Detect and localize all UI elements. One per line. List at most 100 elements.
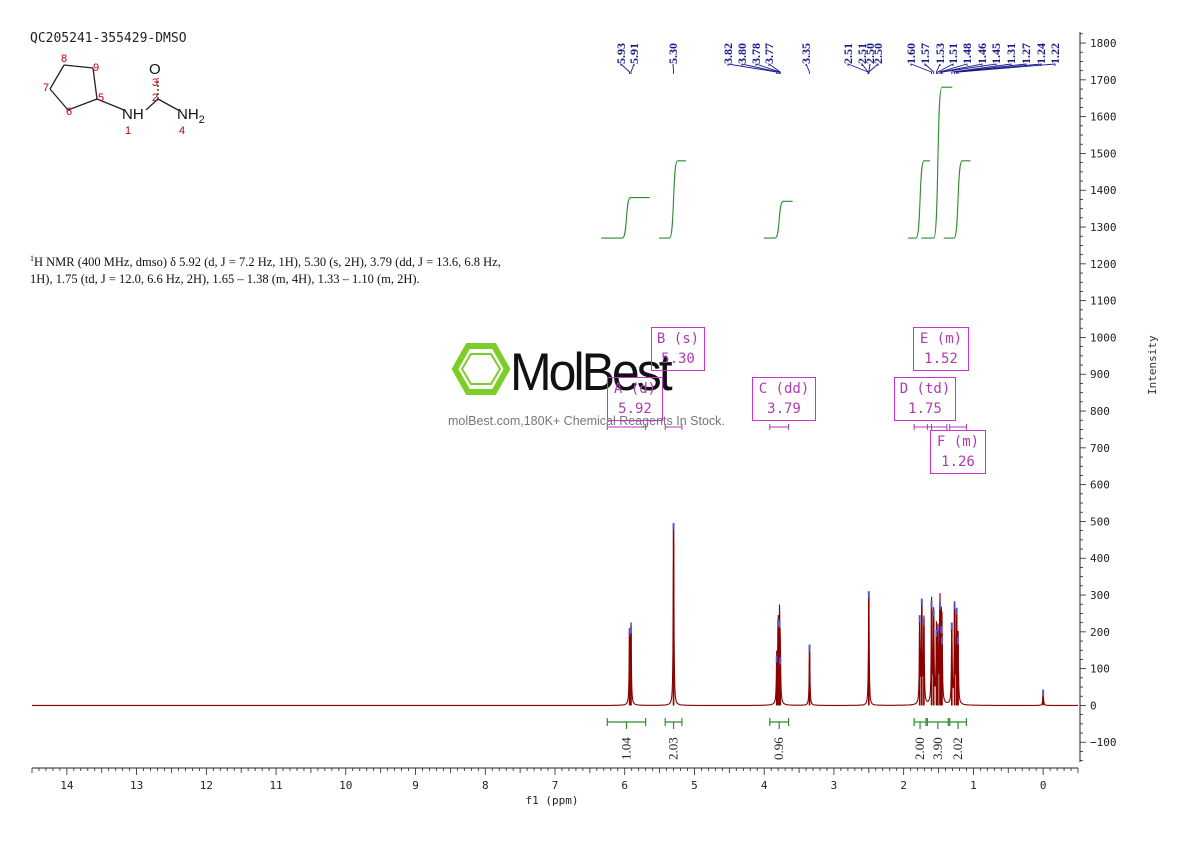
multiplet-f-shift: 1.26 xyxy=(941,454,975,470)
integrals-group: 1.04 2.03 0.96 2.00 3.90 2.02 xyxy=(601,86,971,760)
watermark-brand: MolBest xyxy=(510,342,673,402)
integral-value: 2.03 xyxy=(666,737,681,760)
integral-value: 0.96 xyxy=(771,737,786,760)
x-tick-label: 0 xyxy=(1040,779,1047,792)
peak-label-connector xyxy=(768,63,781,74)
integral-value: 1.04 xyxy=(618,737,633,760)
nmr-description: 1H NMR (400 MHz, dmso) δ 5.92 (d, J = 7.… xyxy=(30,250,590,288)
peak-label: 5.93 xyxy=(614,43,628,64)
x-tick-label: 4 xyxy=(761,779,768,792)
peak-label: 1.27 xyxy=(1019,43,1033,64)
peak-label: 3.82 xyxy=(721,43,735,64)
multiplet-a-shift: 5.92 xyxy=(618,401,652,417)
peak-label-connector xyxy=(630,63,635,74)
molecule-structure: 8 9 7 5 6 3 2 1 4 O NH NH2 xyxy=(43,53,205,137)
peak-label-connector xyxy=(620,62,631,74)
axes-group: 14 13 12 11 10 9 8 7 6 5 4 3 2 1 0f1 (ppm)−10001002003… xyxy=(31,32,1117,807)
y-tick-label: 100 xyxy=(1090,663,1110,676)
peak-label-connector xyxy=(957,63,1056,74)
multiplet-c-shift: 3.79 xyxy=(767,401,801,417)
peak-label: 1.31 xyxy=(1004,43,1018,64)
nh2-main: NH xyxy=(177,106,199,123)
x-tick-label: 14 xyxy=(60,779,74,792)
logo-hexagon xyxy=(451,343,511,395)
multiplet-d-type: D (td) xyxy=(899,381,951,397)
multiplet-b-type: B (s) xyxy=(656,331,700,347)
peak-label: 3.78 xyxy=(749,43,763,64)
atom-label-2: 2 xyxy=(152,92,158,104)
atom-label-6: 6 xyxy=(66,106,72,118)
multiplet-f-type: F (m) xyxy=(936,434,980,450)
peak-label: 2.51 xyxy=(841,43,855,64)
peak-label: 1.51 xyxy=(946,43,960,64)
y-tick-label: 500 xyxy=(1090,515,1110,528)
x-axis-label: f1 (ppm) xyxy=(526,794,579,807)
y-tick-label: 200 xyxy=(1090,626,1110,639)
integral-curve xyxy=(659,160,686,239)
peak-label-connector xyxy=(951,63,1012,74)
peak-label: 1.22 xyxy=(1048,43,1062,64)
peak-label: 2.50 xyxy=(863,43,877,64)
x-tick-label: 10 xyxy=(339,779,352,792)
multiplet-e-type: E (m) xyxy=(919,331,963,347)
atom-label-3: 3 xyxy=(152,77,158,89)
atom-label-9: 9 xyxy=(93,62,99,74)
peak-label: 3.35 xyxy=(799,43,813,64)
multiplet-e-shift: 1.52 xyxy=(924,351,958,367)
x-tick-label: 7 xyxy=(552,779,559,792)
x-tick-label: 2 xyxy=(900,779,907,792)
y-tick-label: 1000 xyxy=(1090,331,1117,344)
multiplet-label-e: E (m) 1.52 xyxy=(913,327,969,371)
y-tick-label: 600 xyxy=(1090,479,1110,492)
peak-label-connector xyxy=(939,63,968,74)
peak-label-connector xyxy=(941,63,997,74)
x-tick-label: 9 xyxy=(412,779,419,792)
atom-label-7: 7 xyxy=(43,82,49,94)
peak-label-connector xyxy=(672,63,674,74)
peak-label-connector xyxy=(910,63,933,74)
atom-label-4: 4 xyxy=(179,125,185,137)
y-axis-label: Intensity xyxy=(1146,335,1159,395)
nmr-line-2: 1H), 1.75 (td, J = 12.0, 6.6 Hz, 2H), 1.… xyxy=(30,272,420,287)
multiplet-label-c: C (dd) 3.79 xyxy=(752,377,816,421)
multiplet-label-d: D (td) 1.75 xyxy=(894,377,956,421)
y-tick-label: 1800 xyxy=(1090,37,1117,50)
y-tick-label: 700 xyxy=(1090,442,1110,455)
integral-curve xyxy=(601,197,650,239)
peak-label: 5.91 xyxy=(627,43,641,64)
y-tick-label: 1600 xyxy=(1090,111,1117,124)
x-tick-label: 5 xyxy=(691,779,698,792)
integral-curve xyxy=(921,86,953,239)
peak-label-connector xyxy=(741,63,779,74)
x-tick-label: 8 xyxy=(482,779,489,792)
spectrum-line xyxy=(32,541,1078,706)
peak-label: 3.80 xyxy=(735,43,749,64)
x-tick-label: 6 xyxy=(621,779,628,792)
peak-label-connector xyxy=(868,63,879,74)
multiplet-c-type: C (dd) xyxy=(758,381,810,397)
x-tick-label: 12 xyxy=(200,779,213,792)
logo-inner-hexagon xyxy=(460,353,502,385)
y-tick-label: 800 xyxy=(1090,405,1110,418)
y-tick-label: 400 xyxy=(1090,552,1110,565)
peak-labels-group: 5.93 5.91 5.30 3.82 3.80 3.78 3.77 3.35 2.51 2.51… xyxy=(614,43,1062,74)
nmr-line-1: H NMR (400 MHz, dmso) δ 5.92 (d, J = 7.2… xyxy=(34,255,501,270)
nucleus-superscript: 1 xyxy=(30,254,34,263)
integral-curve xyxy=(943,160,971,239)
multiplet-b-shift: 5.30 xyxy=(661,351,695,367)
nh2-label: NH2 xyxy=(177,106,205,126)
y-tick-label: 1700 xyxy=(1090,74,1117,87)
sample-id: QC205241-355429-DMSO xyxy=(30,31,187,46)
peak-label-connector xyxy=(924,62,935,74)
y-tick-label: 1200 xyxy=(1090,258,1117,271)
peak-label: 1.46 xyxy=(975,43,989,64)
peak-label: 1.45 xyxy=(989,43,1003,64)
y-tick-label: 900 xyxy=(1090,368,1110,381)
x-tick-label: 1 xyxy=(970,779,977,792)
integral-value: 2.00 xyxy=(912,737,927,760)
y-tick-label: 1400 xyxy=(1090,184,1117,197)
x-tick-label: 13 xyxy=(130,779,143,792)
y-tick-label: 0 xyxy=(1090,699,1097,712)
multiplet-label-f: F (m) 1.26 xyxy=(930,430,986,474)
